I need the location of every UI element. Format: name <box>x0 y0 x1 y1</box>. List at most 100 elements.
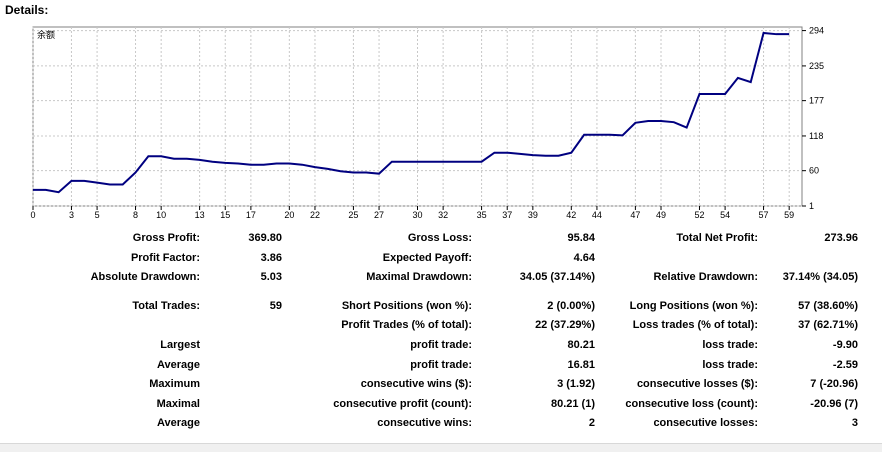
relative-drawdown-label: Relative Drawdown: <box>653 271 758 284</box>
largest-label: Largest <box>160 338 200 351</box>
x-tick-label: 54 <box>720 210 730 220</box>
stats-row: Total Trades: 59 Short Positions (won %)… <box>0 297 860 317</box>
x-tick-label: 20 <box>284 210 294 220</box>
average-consecutive-losses-label: consecutive losses: <box>653 417 758 430</box>
details-title: Details: <box>5 3 49 17</box>
stats-row: Gross Profit: 369.80 Gross Loss: 95.84 T… <box>0 229 860 249</box>
x-tick-label: 39 <box>528 210 538 220</box>
y-tick-label: 118 <box>809 131 823 141</box>
loss-trades-value: 37 (62.71%) <box>798 319 858 332</box>
x-tick-label: 30 <box>412 210 422 220</box>
absolute-drawdown-label: Absolute Drawdown: <box>90 271 200 284</box>
max-consecutive-wins-label: consecutive wins ($): <box>360 378 472 391</box>
max-consecutive-losses-value: 7 (-20.96) <box>810 378 858 391</box>
average-consecutive-wins-label: consecutive wins: <box>377 417 472 430</box>
long-positions-value: 57 (38.60%) <box>798 299 858 312</box>
x-tick-label: 10 <box>156 210 166 220</box>
gross-loss-value: 95.84 <box>567 232 595 244</box>
average-label: Average <box>156 358 200 371</box>
maximal-consecutive-loss-value: -20.96 (7) <box>810 397 858 410</box>
expected-payoff-label: Expected Payoff: <box>382 251 472 264</box>
long-positions-label: Long Positions (won %): <box>629 299 758 312</box>
short-positions-value: 2 (0.00%) <box>547 299 595 312</box>
stats-row: Average profit trade: 16.81 loss trade: … <box>0 356 860 376</box>
total-trades-label: Total Trades: <box>132 299 200 312</box>
short-positions-label: Short Positions (won %): <box>341 299 472 312</box>
y-tick-label: 294 <box>809 26 824 36</box>
profit-trades-label: Profit Trades (% of total): <box>341 319 472 332</box>
y-tick-label: 177 <box>809 96 824 106</box>
largest-loss-trade-label: loss trade: <box>702 338 758 351</box>
expected-payoff-value: 4.64 <box>573 251 595 264</box>
chart-grid <box>32 27 802 207</box>
x-tick-label: 0 <box>30 210 35 220</box>
maximal-consecutive-profit-value: 80.21 (1) <box>550 397 595 410</box>
x-tick-label: 32 <box>438 210 448 220</box>
gross-profit-label: Gross Profit: <box>132 232 200 244</box>
x-tick-label: 44 <box>592 210 602 220</box>
x-tick-label: 13 <box>195 210 205 220</box>
y-tick-label: 1 <box>809 201 814 211</box>
average-consecutive-losses-value: 3 <box>851 417 858 430</box>
stats-row: Profit Trades (% of total): 22 (37.29%) … <box>0 316 860 336</box>
gross-loss-label: Gross Loss: <box>407 232 472 244</box>
x-tick-label: 3 <box>69 210 74 220</box>
stats-row: Maximal consecutive profit (count): 80.2… <box>0 395 860 415</box>
stats-table: Gross Profit: 369.80 Gross Loss: 95.84 T… <box>0 229 860 434</box>
average-consecutive-label: Average <box>156 417 200 430</box>
largest-profit-trade-label: profit trade: <box>410 338 472 351</box>
x-tick-label: 35 <box>477 210 487 220</box>
maximal-consecutive-loss-label: consecutive loss (count): <box>625 397 758 410</box>
average-loss-trade-value: -2.59 <box>832 358 858 371</box>
y-tick-label: 60 <box>809 166 819 176</box>
stats-row: Largest profit trade: 80.21 loss trade: … <box>0 336 860 356</box>
x-tick-label: 37 <box>502 210 512 220</box>
x-tick-label: 5 <box>95 210 100 220</box>
y-tick-label: 235 <box>809 61 824 71</box>
max-consecutive-wins-value: 3 (1.92) <box>557 378 595 391</box>
bottom-scrollbar <box>0 443 882 452</box>
maximal-label: Maximal <box>156 397 200 410</box>
stats-row: Average consecutive wins: 2 consecutive … <box>0 414 860 434</box>
relative-drawdown-value: 37.14% (34.05) <box>782 271 858 284</box>
maximum-label: Maximum <box>149 378 200 391</box>
gross-profit-value: 369.80 <box>248 232 282 244</box>
x-tick-label: 52 <box>694 210 704 220</box>
stats-row: Profit Factor: 3.86 Expected Payoff: 4.6… <box>0 249 860 269</box>
profit-factor-label: Profit Factor: <box>130 251 200 264</box>
total-net-profit-value: 273.96 <box>824 232 858 244</box>
total-net-profit-label: Total Net Profit: <box>676 232 758 244</box>
max-consecutive-losses-label: consecutive losses ($): <box>636 378 758 391</box>
x-tick-label: 57 <box>759 210 769 220</box>
x-axis: 0 3 5 8 10 13 15 17 20 22 25 27 30 32 35 37 39 42 44 47 49 52… <box>30 206 794 220</box>
total-trades-value: 59 <box>269 299 282 312</box>
average-profit-trade-label: profit trade: <box>410 358 472 371</box>
x-tick-label: 8 <box>133 210 138 220</box>
maximal-consecutive-profit-label: consecutive profit (count): <box>333 397 472 410</box>
average-profit-trade-value: 16.81 <box>567 358 595 371</box>
y-axis: 294 235 177 118 60 1 <box>802 26 824 211</box>
chart-legend: 余额 <box>37 29 55 40</box>
maximal-drawdown-label: Maximal Drawdown: <box>366 271 472 284</box>
maximal-drawdown-value: 34.05 (37.14%) <box>519 271 595 284</box>
x-tick-label: 15 <box>220 210 230 220</box>
x-tick-label: 59 <box>784 210 794 220</box>
largest-loss-trade-value: -9.90 <box>832 338 858 351</box>
x-tick-label: 27 <box>374 210 384 220</box>
x-tick-label: 22 <box>310 210 320 220</box>
loss-trades-label: Loss trades (% of total): <box>632 319 758 332</box>
x-tick-label: 47 <box>630 210 640 220</box>
stats-row: Absolute Drawdown: 5.03 Maximal Drawdown… <box>0 268 860 288</box>
profit-factor-value: 3.86 <box>260 251 282 264</box>
average-consecutive-wins-value: 2 <box>588 417 595 430</box>
average-loss-trade-label: loss trade: <box>702 358 758 371</box>
largest-profit-trade-value: 80.21 <box>567 338 595 351</box>
absolute-drawdown-value: 5.03 <box>260 271 282 284</box>
stats-row: Maximum consecutive wins ($): 3 (1.92) c… <box>0 375 860 395</box>
profit-trades-value: 22 (37.29%) <box>535 319 595 332</box>
x-tick-label: 42 <box>566 210 576 220</box>
x-tick-label: 17 <box>246 210 256 220</box>
balance-chart: 0 3 5 8 10 13 15 17 20 22 25 27 30 32 35 37 39 42 44 47 49 52… <box>30 26 824 220</box>
x-tick-label: 49 <box>656 210 666 220</box>
x-tick-label: 25 <box>348 210 358 220</box>
